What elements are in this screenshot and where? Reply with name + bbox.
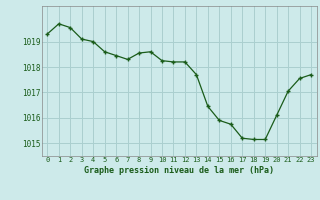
X-axis label: Graphe pression niveau de la mer (hPa): Graphe pression niveau de la mer (hPa)	[84, 166, 274, 175]
